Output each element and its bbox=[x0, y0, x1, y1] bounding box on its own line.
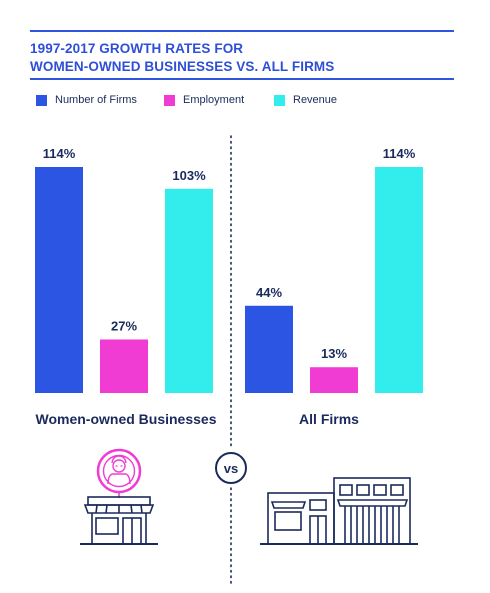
legend-label-revenue: Revenue bbox=[293, 94, 338, 106]
legend-swatch-firms bbox=[36, 94, 47, 106]
bar-women-owned-employment bbox=[100, 339, 148, 393]
legend-label-employment: Employment bbox=[183, 94, 245, 106]
bar-labels-layer: 114% 27% 103% 44% 13% 114% bbox=[43, 146, 416, 361]
title-line-2: WOMEN-OWNED BUSINESSES VS. ALL FIRMS bbox=[30, 59, 335, 74]
woman-icon bbox=[96, 448, 142, 498]
legend-item-revenue: Revenue bbox=[274, 94, 337, 106]
vs-text: vs bbox=[224, 461, 238, 476]
bar-label-all-firms-firms: 44% bbox=[256, 285, 282, 300]
title-rule bbox=[30, 78, 454, 80]
buildings-icon bbox=[260, 477, 418, 545]
bar-all-firms-firms bbox=[245, 305, 293, 393]
vs-circle bbox=[215, 452, 247, 484]
bar-label-women-owned-revenue: 103% bbox=[172, 168, 206, 183]
legend-label-firms: Number of Firms bbox=[55, 94, 137, 106]
bar-women-owned-firms bbox=[35, 167, 83, 393]
legend-swatch-employment bbox=[164, 94, 175, 106]
legend-item-employment: Employment bbox=[164, 94, 244, 106]
bar-label-women-owned-employment: 27% bbox=[111, 318, 137, 333]
vs-badge: vs bbox=[215, 452, 247, 484]
storefront-icon bbox=[80, 496, 158, 545]
bar-all-firms-revenue bbox=[375, 167, 423, 393]
bar-all-firms-employment bbox=[310, 367, 358, 393]
bar-women-owned-revenue bbox=[165, 188, 213, 393]
group-label-women-owned: Women-owned Businesses bbox=[35, 411, 217, 427]
group-label-all-firms: All Firms bbox=[299, 411, 359, 427]
bar-label-women-owned-firms: 114% bbox=[43, 146, 76, 161]
legend-swatch-revenue bbox=[274, 94, 285, 106]
top-rule bbox=[30, 30, 454, 32]
bar-label-all-firms-employment: 13% bbox=[321, 346, 347, 361]
bar-label-all-firms-revenue: 114% bbox=[383, 146, 416, 161]
chart-title: 1997-2017 GROWTH RATES FOR WOMEN-OWNED B… bbox=[30, 40, 460, 76]
title-line-1: 1997-2017 GROWTH RATES FOR bbox=[30, 41, 244, 56]
legend-item-firms: Number of Firms bbox=[36, 94, 137, 106]
bars-layer bbox=[35, 167, 423, 393]
